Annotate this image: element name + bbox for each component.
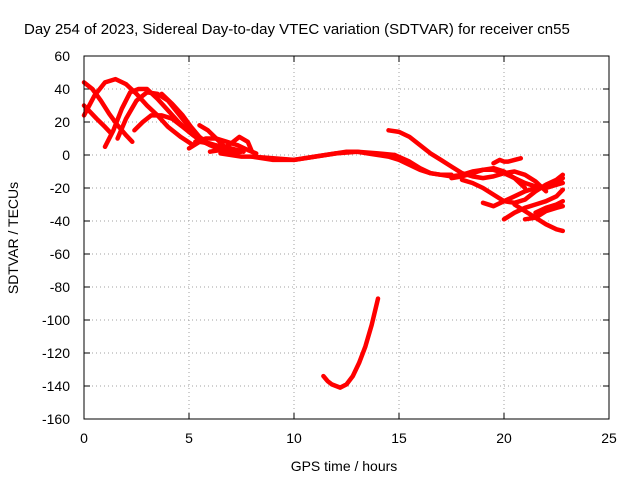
y-tick-label: -20 xyxy=(50,180,70,196)
series-line-11 xyxy=(193,136,259,156)
x-tick-label: 5 xyxy=(185,430,193,446)
y-tick-label: -60 xyxy=(50,246,70,262)
series-line-23 xyxy=(533,198,566,215)
y-tick-label: -120 xyxy=(42,345,70,361)
x-axis-label: GPS time / hours xyxy=(291,458,398,474)
series-line-1 xyxy=(81,80,135,145)
series-line-19 xyxy=(491,156,524,166)
x-tick-label: 10 xyxy=(286,430,302,446)
x-tick-label: 20 xyxy=(496,430,512,446)
y-tick-label: -80 xyxy=(50,279,70,295)
y-tick-label: 60 xyxy=(54,48,70,64)
y-tick-label: 0 xyxy=(62,147,70,163)
grid xyxy=(84,56,609,419)
chart-title: Day 254 of 2023, Sidereal Day-to-day VTE… xyxy=(24,21,570,38)
y-tick-label: -100 xyxy=(42,312,70,328)
y-axis-label: SDTVAR / TECUs xyxy=(5,182,21,294)
x-tick-label: 0 xyxy=(80,430,88,446)
y-tick-label: 40 xyxy=(54,81,70,97)
y-tick-label: 20 xyxy=(54,114,70,130)
y-tick-label: -140 xyxy=(42,378,70,394)
series-line-24 xyxy=(321,296,381,390)
series-line-18 xyxy=(480,180,566,209)
y-tick-label: -160 xyxy=(42,411,70,427)
x-tick-label: 25 xyxy=(601,430,617,446)
y-tick-label: -40 xyxy=(50,213,70,229)
axis-ticks: 0 5 10 15 20 25 -160 -140 -120 -100 -80 -60 -40 -20 0 2… xyxy=(42,48,617,446)
series-group xyxy=(81,76,566,390)
x-tick-label: 15 xyxy=(391,430,407,446)
series-line-21 xyxy=(512,202,566,234)
series-line-13 xyxy=(249,149,398,163)
series-line-22 xyxy=(522,203,566,222)
series-line-20 xyxy=(501,187,566,222)
series-line-10 xyxy=(207,134,255,154)
plot-frame xyxy=(83,55,610,420)
series-line-3 xyxy=(81,76,196,148)
